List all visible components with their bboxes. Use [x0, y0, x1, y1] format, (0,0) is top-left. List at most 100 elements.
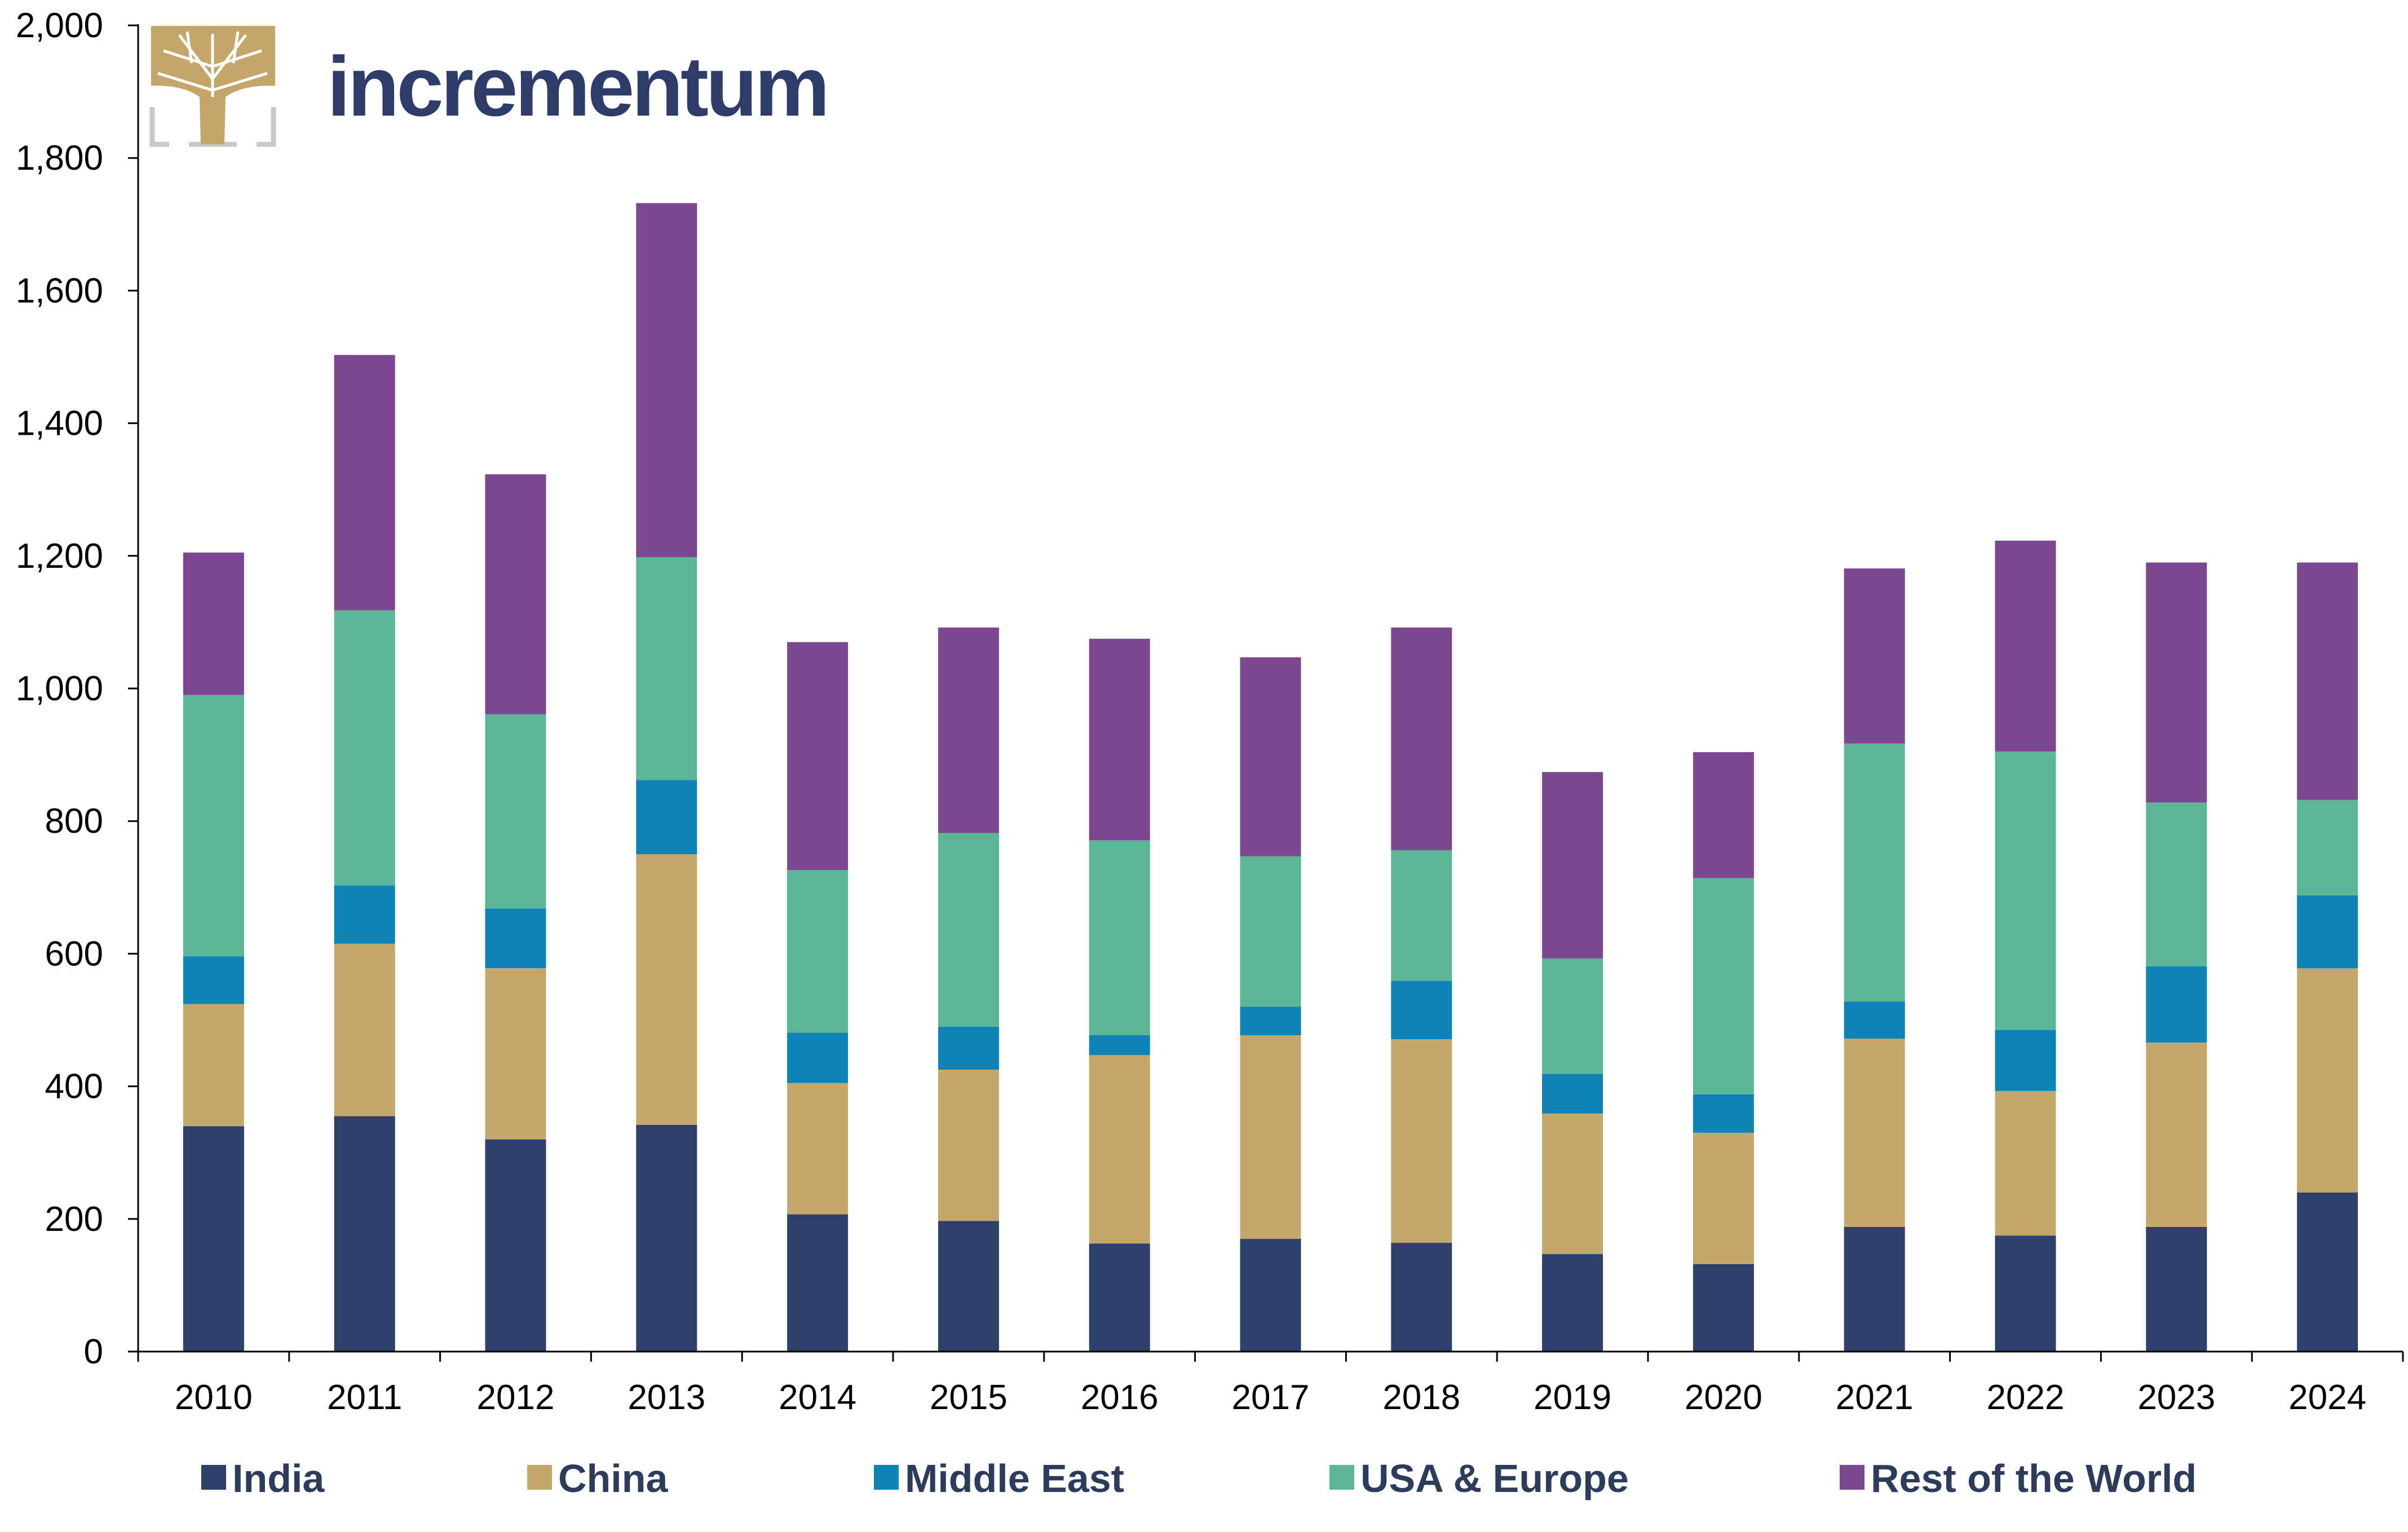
bar-segment-china-2021	[1844, 1038, 1905, 1227]
bar-segment-middle-east-2023	[2146, 966, 2207, 1043]
bar-segment-middle-east-2019	[1542, 1074, 1603, 1114]
bar-segment-rest-of-the-world-2017	[1240, 657, 1301, 856]
x-tick-label: 2017	[1232, 1378, 1310, 1417]
x-tick-label: 2011	[327, 1378, 402, 1417]
bar-segment-india-2011	[334, 1116, 395, 1352]
bar-segment-usa-europe-2019	[1542, 958, 1603, 1074]
bar-segment-usa-europe-2011	[334, 610, 395, 886]
bar-segment-india-2021	[1844, 1226, 1905, 1352]
bar-segment-india-2016	[1089, 1243, 1150, 1352]
bar-segment-india-2014	[787, 1214, 849, 1352]
bar-segment-rest-of-the-world-2014	[787, 642, 849, 871]
bar-segment-india-2022	[1995, 1235, 2056, 1352]
x-tick-label: 2021	[1836, 1378, 1914, 1417]
x-tick-label: 2024	[2288, 1378, 2366, 1417]
bar-segment-usa-europe-2020	[1693, 878, 1754, 1094]
bar-segment-china-2024	[2297, 968, 2358, 1193]
bar-segment-india-2024	[2297, 1192, 2358, 1352]
bar-segment-rest-of-the-world-2011	[334, 355, 395, 611]
legend-swatch-china	[527, 1465, 552, 1490]
bar-segment-usa-europe-2013	[636, 557, 697, 780]
bar-segment-rest-of-the-world-2022	[1995, 540, 2056, 752]
x-tick-label: 2012	[477, 1378, 555, 1417]
bar-segment-china-2023	[2146, 1043, 2207, 1227]
y-tick-label: 1,600	[16, 271, 103, 310]
bar-segment-usa-europe-2016	[1089, 840, 1150, 1035]
bar-segment-usa-europe-2014	[787, 870, 849, 1033]
legend-label: China	[558, 1456, 669, 1500]
bar-segment-rest-of-the-world-2018	[1391, 627, 1452, 850]
y-tick-label: 1,800	[16, 139, 103, 178]
y-tick-label: 0	[84, 1332, 103, 1371]
bar-segment-middle-east-2014	[787, 1032, 849, 1083]
bar-segment-rest-of-the-world-2023	[2146, 562, 2207, 803]
bar-segment-usa-europe-2010	[183, 695, 244, 957]
bar-segment-usa-europe-2017	[1240, 856, 1301, 1007]
bar-segment-india-2013	[636, 1124, 697, 1352]
bar-segment-china-2013	[636, 854, 697, 1125]
legend-label: Rest of the World	[1871, 1456, 2197, 1500]
y-tick-label: 2,000	[16, 6, 103, 45]
x-tick-label: 2023	[2137, 1378, 2215, 1417]
bar-segment-rest-of-the-world-2020	[1693, 752, 1754, 878]
y-tick-label: 200	[45, 1200, 103, 1239]
bar-segment-middle-east-2010	[183, 956, 244, 1004]
bar-segment-china-2017	[1240, 1035, 1301, 1239]
bar-segment-china-2022	[1995, 1090, 2056, 1236]
bar-segment-rest-of-the-world-2021	[1844, 568, 1905, 744]
axes-layer: 0 200 400 600 800 1,000 1,200 1,400 1,600 1,800 2,…	[16, 6, 2404, 1417]
brand-wordmark: incrementum	[327, 39, 827, 134]
bar-segment-middle-east-2024	[2297, 895, 2358, 969]
bar-segment-china-2012	[485, 968, 546, 1140]
y-tick-label: 600	[45, 934, 103, 973]
legend: India China Middle East USA & Europe Rest of…	[201, 1456, 2197, 1500]
brand-logo: incrementum	[149, 26, 830, 147]
legend-label: USA & Europe	[1360, 1456, 1629, 1500]
bar-segment-middle-east-2021	[1844, 1001, 1905, 1039]
y-tick-label: 800	[45, 802, 103, 841]
x-tick-label: 2015	[930, 1378, 1008, 1417]
bar-segment-usa-europe-2012	[485, 714, 546, 909]
bar-segment-usa-europe-2015	[938, 833, 999, 1027]
bar-segment-india-2012	[485, 1139, 546, 1352]
bar-segment-rest-of-the-world-2013	[636, 203, 697, 558]
bar-segment-india-2020	[1693, 1264, 1754, 1352]
bar-segment-usa-europe-2022	[1995, 751, 2056, 1030]
bar-segment-rest-of-the-world-2016	[1089, 638, 1150, 841]
bar-segment-china-2010	[183, 1004, 244, 1127]
bar-segment-usa-europe-2023	[2146, 802, 2207, 966]
x-tick-label: 2010	[175, 1378, 253, 1417]
bar-segment-india-2018	[1391, 1243, 1452, 1352]
bar-segment-china-2018	[1391, 1039, 1452, 1243]
bar-segment-india-2015	[938, 1221, 999, 1352]
bar-segment-middle-east-2011	[334, 885, 395, 944]
bar-segment-middle-east-2017	[1240, 1006, 1301, 1036]
bar-segment-china-2011	[334, 943, 395, 1116]
bar-segment-usa-europe-2021	[1844, 743, 1905, 1002]
bar-segment-rest-of-the-world-2024	[2297, 562, 2358, 800]
legend-swatch-middle-east	[874, 1465, 899, 1490]
y-tick-label: 1,000	[16, 669, 103, 708]
legend-swatch-rest-of-the-world	[1840, 1465, 1864, 1490]
bar-segment-india-2019	[1542, 1254, 1603, 1352]
bar-segment-middle-east-2016	[1089, 1035, 1150, 1056]
bar-segment-middle-east-2018	[1391, 981, 1452, 1040]
x-tick-label: 2016	[1081, 1378, 1159, 1417]
bar-segment-middle-east-2015	[938, 1026, 999, 1070]
x-tick-label: 2020	[1685, 1378, 1762, 1417]
bar-segment-middle-east-2013	[636, 780, 697, 854]
bar-segment-rest-of-the-world-2019	[1542, 772, 1603, 959]
bar-segment-india-2010	[183, 1126, 244, 1352]
bar-segment-china-2020	[1693, 1132, 1754, 1264]
bar-segment-middle-east-2012	[485, 908, 546, 969]
x-tick-label: 2018	[1382, 1378, 1460, 1417]
bars-layer	[183, 203, 2358, 1352]
bar-segment-rest-of-the-world-2015	[938, 627, 999, 833]
bar-segment-usa-europe-2024	[2297, 800, 2358, 895]
bar-segment-usa-europe-2018	[1391, 850, 1452, 981]
x-tick-label: 2014	[779, 1378, 856, 1417]
y-tick-label: 1,200	[16, 537, 103, 576]
bar-segment-china-2014	[787, 1083, 849, 1215]
bar-segment-china-2016	[1089, 1055, 1150, 1244]
